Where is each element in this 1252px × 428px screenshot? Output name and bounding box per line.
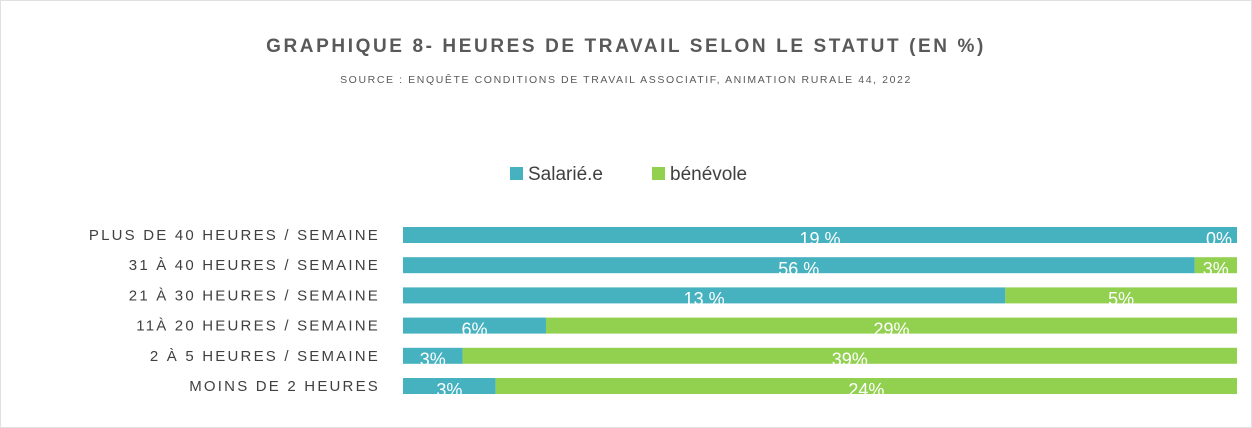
legend-swatch <box>652 167 665 180</box>
value-label: 29% <box>873 319 909 339</box>
y-tick-label: MOINS DE 2 HEURES <box>189 378 380 395</box>
legend-swatch <box>510 167 523 180</box>
bar-segment <box>403 347 463 364</box>
value-label: 56 % <box>778 259 819 279</box>
bar-segment <box>545 317 1237 334</box>
bar-segment <box>403 227 1237 243</box>
value-label: 3% <box>1203 259 1229 279</box>
legend-label: bénévole <box>670 164 747 185</box>
value-label: 0% <box>1206 229 1232 249</box>
value-label: 24% <box>848 380 884 400</box>
y-tick-label: 31 À 40 HEURES / SEMAINE <box>129 257 380 274</box>
value-label: 13 % <box>684 289 725 309</box>
legend-label: Salarié.e <box>528 164 603 185</box>
y-tick-label: 21 À 30 HEURES / SEMAINE <box>129 287 380 304</box>
y-tick-label: 2 À 5 HEURES / SEMAINE <box>150 348 380 365</box>
bar-segment <box>403 257 1195 274</box>
bar-segment <box>403 287 1006 304</box>
bar-segment <box>1005 287 1237 304</box>
value-label: 3% <box>420 350 446 370</box>
y-tick-label: 11À 20 HEURES / SEMAINE <box>136 318 380 335</box>
chart-title: GRAPHIQUE 8- HEURES DE TRAVAIL SELON LE … <box>266 36 986 57</box>
value-label: 19 % <box>799 229 840 249</box>
value-label: 39% <box>832 350 868 370</box>
value-label: 3% <box>436 380 462 400</box>
bar-segment <box>403 378 496 394</box>
value-label: 6% <box>461 319 487 339</box>
value-label: 5% <box>1108 289 1134 309</box>
y-tick-label: PLUS DE 40 HEURES / SEMAINE <box>89 227 380 244</box>
bar-segment <box>1194 257 1237 274</box>
bar-segment <box>462 347 1238 364</box>
chart-subtitle: SOURCE : ENQUÊTE CONDITIONS DE TRAVAIL A… <box>340 73 912 86</box>
bar-segment <box>403 317 546 334</box>
bar-segment <box>495 378 1238 394</box>
